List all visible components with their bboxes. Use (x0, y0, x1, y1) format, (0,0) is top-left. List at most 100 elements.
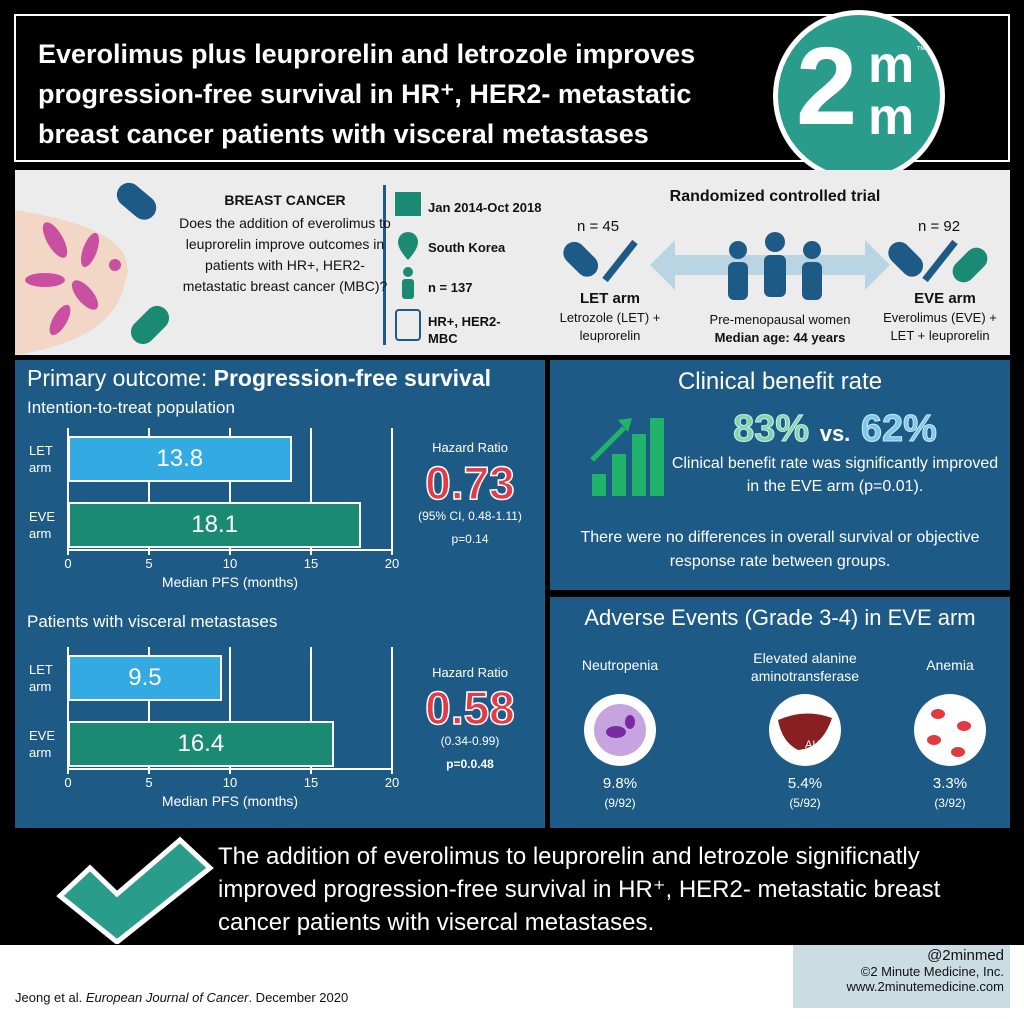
bar (68, 721, 334, 767)
rate-b: 62% (860, 408, 937, 451)
logo-top: m (868, 36, 915, 94)
hr-label: Hazard Ratio (432, 665, 508, 680)
logo: 2 m m ™ (773, 10, 945, 182)
ae-name: Anemia (926, 657, 974, 673)
grid-line (148, 428, 150, 550)
grid-line (229, 647, 231, 769)
rate-a: 83% (733, 408, 810, 451)
x-tick-label: 0 (64, 556, 72, 571)
arm-name: LET arm (579, 290, 640, 307)
logo-tm: ™ (916, 45, 926, 56)
adverse-icons (584, 694, 986, 766)
authors: Jeong et al. (15, 990, 83, 1005)
x-tick-label: 0 (64, 775, 72, 790)
age: Median age: 44 years (714, 330, 846, 345)
bar (68, 502, 362, 548)
hr-ci: (0.34-0.99) (440, 734, 500, 748)
ae-frac: (3/92) (934, 796, 966, 810)
header-box (14, 14, 1010, 162)
icon-label: ALT (805, 739, 825, 751)
primary-title: Primary outcome: Progression-free surviv… (27, 365, 491, 392)
grid-line (391, 428, 393, 550)
arm-n: n = 45 (577, 218, 620, 235)
x-tick-label: 15 (303, 556, 319, 571)
clinical-text: There were no differences in overall sur… (580, 529, 980, 570)
chart: 0 5 10 15 20 Median PFS (months) LET arm 9.5 EVE… (15, 647, 415, 809)
detail: South Korea (428, 240, 506, 255)
grid-line (391, 647, 393, 769)
journal: European Journal of Cancer (85, 990, 249, 1005)
chart: 0 5 10 15 20 Median PFS (months) LET arm 13.8 EV… (15, 428, 415, 590)
chart-subtitle: Intention-to-treat population (27, 398, 235, 417)
topic: BREAST CANCER (224, 192, 346, 208)
date: . December 2020 (248, 990, 349, 1005)
grid-line (310, 428, 312, 550)
grid-line (229, 428, 231, 550)
info-icons (15, 182, 988, 355)
grid-line (148, 647, 150, 769)
x-tick-label: 15 (303, 775, 319, 790)
hr-value: 0.58 (424, 682, 515, 734)
ae-frac: (9/92) (604, 796, 636, 810)
grid-line (310, 647, 312, 769)
tick-mark (229, 550, 231, 555)
title-bold: Progression-free survival (213, 365, 492, 391)
question: Does the addition of everolimus to leupr… (179, 215, 391, 294)
category-label: LET arm (29, 662, 53, 694)
hr-p: p=0.0.48 (446, 757, 494, 771)
hr-p: p=0.14 (451, 532, 489, 546)
vs: vs. (819, 421, 851, 446)
citation: Jeong et al. European Journal of Cancer.… (15, 990, 348, 1005)
ae-pct: 9.8% (602, 775, 638, 792)
arm-desc: Everolimus (EVE) + LET + leuprorelin (883, 310, 997, 343)
tick-mark (391, 769, 393, 774)
chart-subtitle: Patients with visceral metastases (27, 612, 278, 631)
detail: Jan 2014-Oct 2018 (428, 200, 542, 215)
conclusion: The addition of everolimus to leuproreli… (218, 843, 941, 936)
x-axis-label: Median PFS (months) (161, 793, 299, 809)
x-tick-label: 20 (384, 556, 400, 571)
value-label: 13.8 (156, 445, 204, 472)
grid-line (67, 647, 69, 769)
value-label: 9.5 (128, 664, 162, 691)
clinical-panel: Clinical benefit rate 83% vs. 62% Clinic… (550, 360, 1010, 590)
title-prefix: Primary outcome: (27, 365, 214, 391)
value-label: 16.4 (177, 730, 225, 757)
rates: 83% vs. 62% (670, 408, 1000, 451)
tick-mark (148, 769, 150, 774)
x-axis-label: Median PFS (months) (161, 574, 299, 590)
ae-frac: (5/92) (789, 796, 821, 810)
bar (68, 655, 222, 701)
credit: @2minmed (927, 947, 1004, 964)
category-label: EVE arm (29, 509, 56, 541)
clinical-text: Clinical benefit rate was significantly … (671, 455, 999, 495)
detail: n = 137 (428, 280, 473, 295)
detail: HR+, HER2-MBC (428, 314, 501, 346)
tick-mark (67, 550, 69, 555)
clinical-title: Clinical benefit rate (677, 368, 883, 395)
x-tick-label: 20 (384, 775, 400, 790)
hr-ci: (95% CI, 0.48-1.11) (418, 509, 522, 523)
title: Everolimus plus leuprorelin and letrozol… (38, 39, 696, 149)
credit: ©2 Minute Medicine, Inc. (860, 964, 1004, 979)
ae-name: Neutropenia (581, 657, 659, 673)
arm-n: n = 92 (918, 218, 961, 235)
ae-pct: 5.4% (787, 775, 823, 792)
population: Pre-menopausal women (709, 312, 851, 327)
grid-line (67, 428, 69, 550)
x-tick-label: 10 (222, 775, 238, 790)
adverse-panel: Adverse Events (Grade 3-4) in EVE arm AL… (550, 597, 1010, 828)
tick-mark (67, 769, 69, 774)
x-tick-label: 10 (222, 556, 238, 571)
category-label: LET arm (29, 443, 53, 475)
growth-icon (590, 418, 664, 496)
x-axis (68, 549, 392, 551)
arm-name: EVE arm (914, 290, 976, 307)
credits: @2minmed ©2 Minute Medicine, Inc. www.2m… (793, 945, 1010, 1008)
trial-title: Randomized controlled trial (669, 188, 881, 205)
bar (68, 436, 292, 482)
ae-name: Elevated alanine aminotransferase (750, 650, 860, 684)
x-axis (68, 768, 392, 770)
tick-mark (148, 550, 150, 555)
